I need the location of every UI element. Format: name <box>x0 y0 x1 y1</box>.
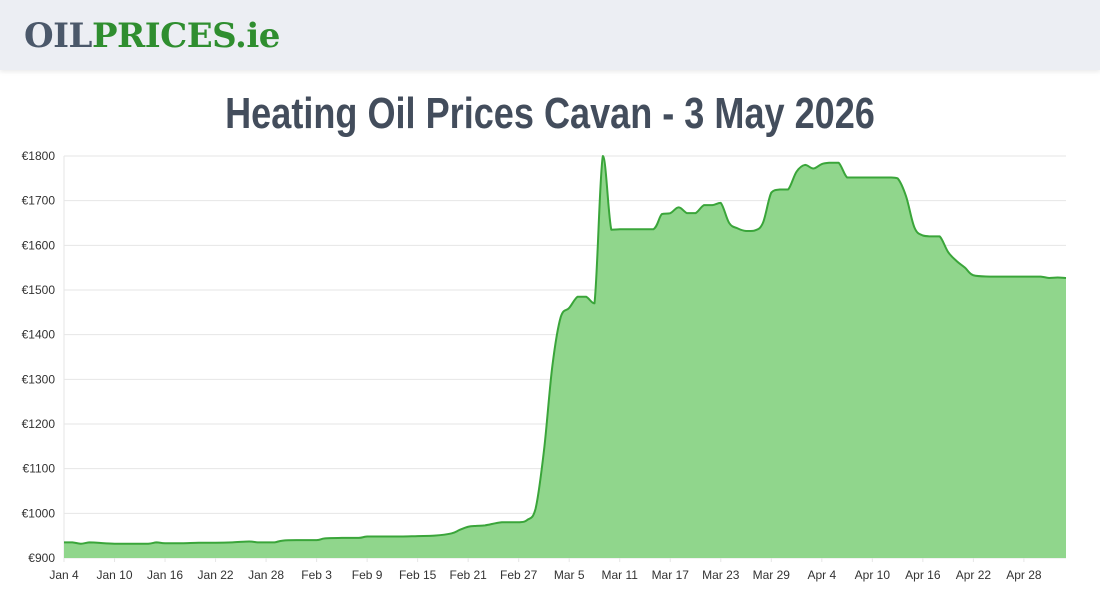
x-tick-label: Mar 23 <box>702 568 740 582</box>
y-tick-label: €1700 <box>22 194 56 208</box>
x-tick-label: Apr 10 <box>855 568 891 582</box>
chart-area <box>64 155 1067 558</box>
x-tick-label: Apr 28 <box>1006 568 1042 582</box>
x-tick-label: Mar 11 <box>601 568 638 582</box>
y-tick-label: €1000 <box>22 506 56 520</box>
x-tick-label: Feb 9 <box>352 568 383 582</box>
site-logo[interactable]: OILPRICES.ie <box>24 14 280 58</box>
x-tick-label: Feb 21 <box>449 568 487 582</box>
price-series-line <box>64 155 1067 545</box>
y-tick-label: €1300 <box>22 372 56 386</box>
price-chart: €900 €1000 €1100 €1200 €1300 €1400 €1500 €1600 €… <box>22 149 1067 582</box>
y-tick-label: €900 <box>28 551 55 565</box>
price-area-fill <box>64 156 1066 558</box>
x-tick-label: Mar 29 <box>753 568 791 582</box>
y-tick-label: €1800 <box>22 149 56 163</box>
x-tick-label: Apr 16 <box>905 568 941 582</box>
x-tick-label: Jan 22 <box>198 568 234 582</box>
logo-prices-text: PRICES.ie <box>91 16 280 56</box>
x-tick-label: Feb 3 <box>301 568 332 582</box>
y-axis-labels: €900 €1000 €1100 €1200 €1300 €1400 €1500 €1600 €… <box>22 149 56 565</box>
x-tick-label: Feb 15 <box>399 568 437 582</box>
site-header: OILPRICES.ie <box>0 0 1100 70</box>
y-tick-label: €1400 <box>22 328 56 342</box>
y-tick-label: €1200 <box>22 417 56 431</box>
x-axis-labels: Jan 4 Jan 10 Jan 16 Jan 22 Jan 28 Feb 3 Feb 9 F… <box>49 568 1042 582</box>
y-tick-label: €1500 <box>22 283 56 297</box>
x-tick-label: Mar 17 <box>652 568 690 582</box>
x-tick-label: Apr 4 <box>807 568 836 582</box>
y-tick-label: €1100 <box>23 462 56 476</box>
x-tick-label: Apr 22 <box>956 568 992 582</box>
x-tick-label: Jan 16 <box>147 568 183 582</box>
page-title: Heating Oil Prices Cavan - 3 May 2026 <box>225 89 875 138</box>
x-tick-label: Jan 28 <box>248 568 284 582</box>
x-tick-label: Jan 10 <box>97 568 133 582</box>
x-tick-label: Mar 5 <box>554 568 585 582</box>
x-tick-label: Feb 27 <box>500 568 538 582</box>
y-tick-label: €1600 <box>22 238 56 252</box>
x-tick-label: Jan 4 <box>49 568 79 582</box>
logo-oil-text: OIL <box>24 16 92 56</box>
